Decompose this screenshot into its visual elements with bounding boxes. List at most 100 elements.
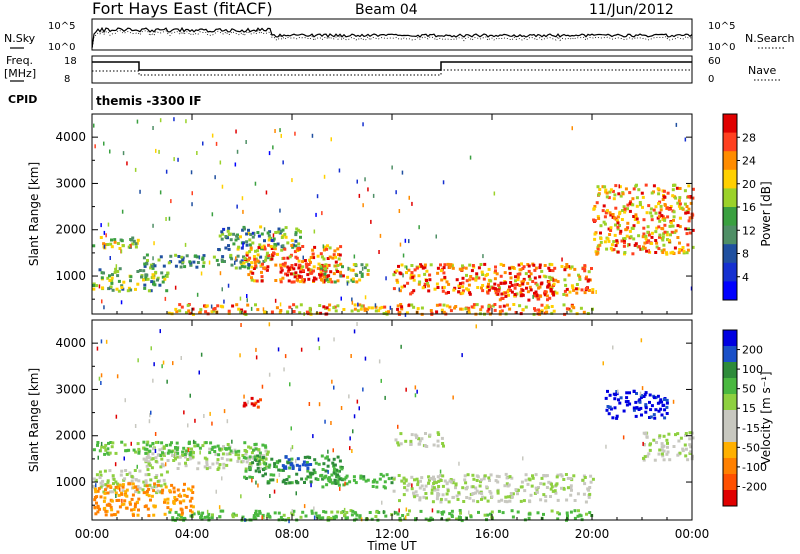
echo-cell: [550, 509, 554, 513]
echo-cell: [245, 232, 249, 236]
echo-cell: [538, 266, 542, 270]
echo-cell: [471, 264, 475, 267]
echo-cell: [325, 278, 329, 281]
echo-cell: [398, 289, 402, 293]
echo-cell: [174, 264, 178, 268]
echo-cell: [271, 253, 275, 257]
echo-cell: [110, 513, 114, 517]
echo-cell: [420, 476, 424, 480]
echo-cell: [640, 413, 643, 417]
echo-cell: [241, 454, 245, 457]
echo-cell: [263, 239, 266, 243]
echo-cell: [146, 440, 150, 444]
echo-cell: [309, 473, 313, 477]
echo-cell: [396, 512, 400, 516]
echo-cell: [165, 443, 169, 447]
echo-cell: [98, 268, 102, 272]
echo-cell: [227, 247, 231, 251]
echo-cell: [226, 229, 230, 233]
echo-cell: [605, 444, 607, 449]
echo-cell: [284, 235, 288, 239]
echo-cell: [339, 274, 343, 278]
echo-cell: [542, 493, 546, 497]
echo-cell: [345, 474, 349, 478]
echo-cell: [364, 356, 367, 361]
echo-cell: [577, 273, 580, 277]
echo-cell: [412, 493, 416, 497]
echo-cell: [420, 264, 424, 268]
echo-cell: [381, 474, 385, 478]
echo-cell: [657, 452, 661, 456]
echo-cell: [427, 481, 431, 485]
echo-cell: [306, 463, 310, 467]
echo-cell: [358, 406, 360, 411]
echo-cell: [441, 484, 445, 488]
colorbar-swatch: [723, 114, 737, 134]
echo-cell: [480, 492, 484, 495]
echo-cell: [477, 266, 481, 270]
echo-cell: [508, 475, 512, 479]
echo-cell: [254, 181, 257, 186]
echo-cell: [110, 276, 114, 280]
echo-cell: [324, 469, 328, 473]
echo-cell: [243, 401, 247, 405]
echo-cell: [641, 235, 645, 239]
echo-cell: [222, 462, 226, 466]
echo-cell: [663, 416, 667, 420]
echo-cell: [563, 289, 567, 293]
echo-cell: [256, 405, 260, 409]
echo-cell: [684, 447, 688, 451]
echo-cell: [279, 229, 283, 233]
colorbar-swatch: [723, 244, 737, 264]
echo-cell: [608, 211, 612, 215]
echo-cell: [150, 494, 154, 498]
echo-cell: [150, 276, 154, 280]
echo-cell: [146, 454, 150, 458]
echo-cell: [290, 238, 294, 242]
echo-cell: [96, 504, 100, 508]
echo-cell: [436, 271, 440, 275]
echo-cell: [188, 260, 192, 264]
echo-cell: [115, 414, 118, 419]
echo-cell: [165, 169, 168, 174]
echo-cell: [200, 271, 203, 276]
noise-tick-bottom-left: 10^0: [48, 42, 75, 53]
echo-cell: [238, 266, 242, 270]
echo-cell: [687, 207, 691, 211]
echo-cell: [184, 505, 188, 509]
echo-cell: [201, 444, 205, 448]
echo-cell: [396, 307, 400, 311]
echo-cell: [499, 281, 503, 285]
echo-cell: [211, 212, 214, 217]
echo-cell: [252, 516, 256, 520]
echo-cell: [488, 490, 492, 493]
echo-cell: [663, 218, 667, 222]
echo-cell: [519, 485, 523, 489]
echo-cell: [125, 473, 129, 476]
echo-cell: [687, 195, 691, 199]
echo-cell: [164, 296, 167, 301]
echo-cell: [118, 267, 122, 271]
echo-cell: [134, 490, 138, 494]
echo-cell: [251, 271, 255, 275]
echo-cell: [528, 499, 531, 503]
echo-cell: [650, 214, 654, 218]
nave-label: Nave: [748, 64, 776, 77]
echo-cell: [326, 477, 330, 481]
echo-cell: [336, 279, 340, 283]
echo-cell: [472, 305, 476, 309]
echo-cell: [138, 486, 142, 490]
echo-cell: [302, 255, 304, 260]
freq-label: Freq.: [6, 54, 33, 67]
echo-cell: [352, 478, 356, 482]
echo-cell: [251, 231, 255, 235]
echo-cell: [135, 488, 139, 492]
echo-cell: [431, 508, 434, 513]
colorbar-swatch: [723, 458, 737, 475]
echo-cell: [649, 415, 653, 419]
echo-cell: [282, 513, 286, 517]
echo-cell: [446, 262, 450, 266]
colorbar-swatch: [723, 426, 737, 443]
echo-cell: [362, 122, 364, 127]
echo-cell: [129, 279, 132, 283]
